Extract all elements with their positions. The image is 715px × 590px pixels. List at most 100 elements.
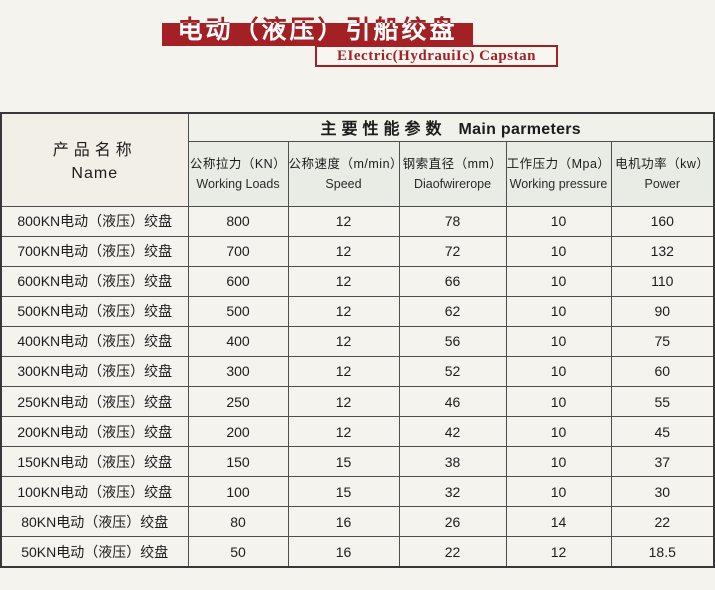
speed-cell: 12 — [287, 416, 400, 448]
power-cell: 30 — [610, 476, 715, 508]
product-name-cell: 200KN电动（液压）绞盘 — [0, 416, 189, 448]
working-load-cell: 800 — [187, 205, 289, 237]
wire-rope-diameter-cell: 32 — [398, 476, 507, 508]
working-load-cell: 150 — [187, 446, 289, 478]
speed-cell: 12 — [287, 325, 400, 357]
table-row: 80KN电动（液压）绞盘 80 16 26 14 22 — [0, 506, 715, 538]
table-row: 100KN电动（液压）绞盘 100 15 32 10 30 — [0, 476, 715, 508]
speed-cell: 12 — [287, 295, 400, 327]
column-header-product-name: 产品名称 Name — [0, 112, 189, 207]
table-row: 600KN电动（液压）绞盘 600 12 66 10 110 — [0, 265, 715, 297]
product-name-cell: 100KN电动（液压）绞盘 — [0, 476, 189, 508]
power-cell: 132 — [610, 235, 715, 267]
product-name-cell: 250KN电动（液压）绞盘 — [0, 385, 189, 418]
speed-cell: 15 — [287, 446, 400, 478]
page-title-overflow-effect: 电动（液压）引船绞盘 — [162, 15, 473, 23]
working-pressure-cell: 10 — [505, 295, 612, 327]
table-row: 150KN电动（液压）绞盘 150 15 38 10 37 — [0, 446, 715, 478]
working-load-cell: 50 — [187, 536, 289, 568]
table-row: 500KN电动（液压）绞盘 500 12 62 10 90 — [0, 295, 715, 327]
working-load-cell: 200 — [187, 416, 289, 448]
product-name-cell: 80KN电动（液压）绞盘 — [0, 506, 189, 538]
working-pressure-cell: 14 — [505, 506, 612, 538]
product-name-cell: 50KN电动（液压）绞盘 — [0, 536, 189, 568]
wire-rope-diameter-cell: 56 — [398, 325, 507, 357]
power-cell: 110 — [610, 265, 715, 297]
speed-cell: 12 — [287, 385, 400, 418]
product-name-cell: 300KN电动（液压）绞盘 — [0, 355, 189, 387]
power-cell: 37 — [610, 446, 715, 478]
subtitle-box: EIectric(HydrauiIc) Capstan — [315, 45, 558, 67]
table-row: 400KN电动（液压）绞盘 400 12 56 10 75 — [0, 325, 715, 357]
working-pressure-cell: 10 — [505, 235, 612, 267]
working-pressure-cell: 10 — [505, 446, 612, 478]
working-pressure-cell: 12 — [505, 536, 612, 568]
speed-cell: 12 — [287, 235, 400, 267]
working-load-cell: 100 — [187, 476, 289, 508]
product-name-cell: 800KN电动（液压）绞盘 — [0, 205, 189, 237]
wire-rope-diameter-cell: 62 — [398, 295, 507, 327]
working-load-cell: 700 — [187, 235, 289, 267]
column-header-working-loads: 公称拉力（KN） Working Loads — [187, 140, 289, 207]
product-name-cell: 400KN电动（液压）绞盘 — [0, 325, 189, 357]
working-pressure-cell: 10 — [505, 205, 612, 237]
working-load-cell: 400 — [187, 325, 289, 357]
product-name-header-cn: 产品名称 — [52, 142, 137, 160]
working-pressure-cell: 10 — [505, 265, 612, 297]
column-header-wire-rope-diameter: 钢索直径（mm） Diaofwirerope — [398, 140, 507, 207]
working-pressure-cell: 10 — [505, 476, 612, 508]
working-load-cell: 500 — [187, 295, 289, 327]
title-banner: 电动（液压）引船绞盘 电动（液压）引船绞盘 — [162, 15, 473, 46]
power-cell: 55 — [610, 385, 715, 418]
group-header-cn: 主要性能参数 — [320, 121, 447, 139]
product-name-cell: 150KN电动（液压）绞盘 — [0, 446, 189, 478]
table-row: 700KN电动（液压）绞盘 700 12 72 10 132 — [0, 235, 715, 267]
table-row: 800KN电动（液压）绞盘 800 12 78 10 160 — [0, 205, 715, 237]
column-header-working-pressure: 工作压力（Mpa） Working pressure — [505, 140, 612, 207]
column-header-speed: 公称速度（m/min） Speed — [287, 140, 400, 207]
power-cell: 160 — [610, 205, 715, 237]
working-load-cell: 250 — [187, 385, 289, 418]
table-row: 200KN电动（液压）绞盘 200 12 42 10 45 — [0, 416, 715, 448]
product-name-cell: 500KN电动（液压）绞盘 — [0, 295, 189, 327]
column-group-header-main-parameters: 主要性能参数 Main parmeters — [187, 112, 715, 142]
speed-cell: 16 — [287, 536, 400, 568]
table-row: 50KN电动（液压）绞盘 50 16 22 12 18.5 — [0, 536, 715, 568]
table-row: 300KN电动（液压）绞盘 300 12 52 10 60 — [0, 355, 715, 387]
page-title: 电动（液压）引船绞盘 — [177, 16, 458, 44]
group-header-en: Main parmeters — [458, 121, 581, 139]
column-header-power: 电机功率（kw） Power — [610, 140, 715, 207]
wire-rope-diameter-cell: 52 — [398, 355, 507, 387]
wire-rope-diameter-cell: 66 — [398, 265, 507, 297]
working-pressure-cell: 10 — [505, 416, 612, 448]
speed-cell: 12 — [287, 355, 400, 387]
wire-rope-diameter-cell: 38 — [398, 446, 507, 478]
table-row: 250KN电动（液压）绞盘 250 12 46 10 55 — [0, 385, 715, 418]
working-load-cell: 80 — [187, 506, 289, 538]
page-subtitle: EIectric(HydrauiIc) Capstan — [337, 48, 536, 64]
working-pressure-cell: 10 — [505, 385, 612, 418]
table-header-row-2: 公称拉力（KN） Working Loads 公称速度（m/min） Speed… — [1, 140, 715, 207]
wire-rope-diameter-cell: 72 — [398, 235, 507, 267]
working-load-cell: 300 — [187, 355, 289, 387]
wire-rope-diameter-cell: 42 — [398, 416, 507, 448]
power-cell: 45 — [610, 416, 715, 448]
wire-rope-diameter-cell: 26 — [398, 506, 507, 538]
title-banner-background — [162, 23, 473, 46]
table-header-row-1: 产品名称 Name 主要性能参数 Main parmeters — [0, 112, 715, 207]
power-cell: 60 — [610, 355, 715, 387]
power-cell: 90 — [610, 295, 715, 327]
product-name-cell: 600KN电动（液压）绞盘 — [0, 265, 189, 297]
speed-cell: 12 — [287, 265, 400, 297]
product-name-header-en: Name — [71, 165, 119, 183]
speed-cell: 12 — [287, 205, 400, 237]
working-pressure-cell: 10 — [505, 325, 612, 357]
wire-rope-diameter-cell: 22 — [398, 536, 507, 568]
wire-rope-diameter-cell: 46 — [398, 385, 507, 418]
working-load-cell: 600 — [187, 265, 289, 297]
power-cell: 75 — [610, 325, 715, 357]
speed-cell: 16 — [287, 506, 400, 538]
power-cell: 22 — [610, 506, 715, 538]
working-pressure-cell: 10 — [505, 355, 612, 387]
